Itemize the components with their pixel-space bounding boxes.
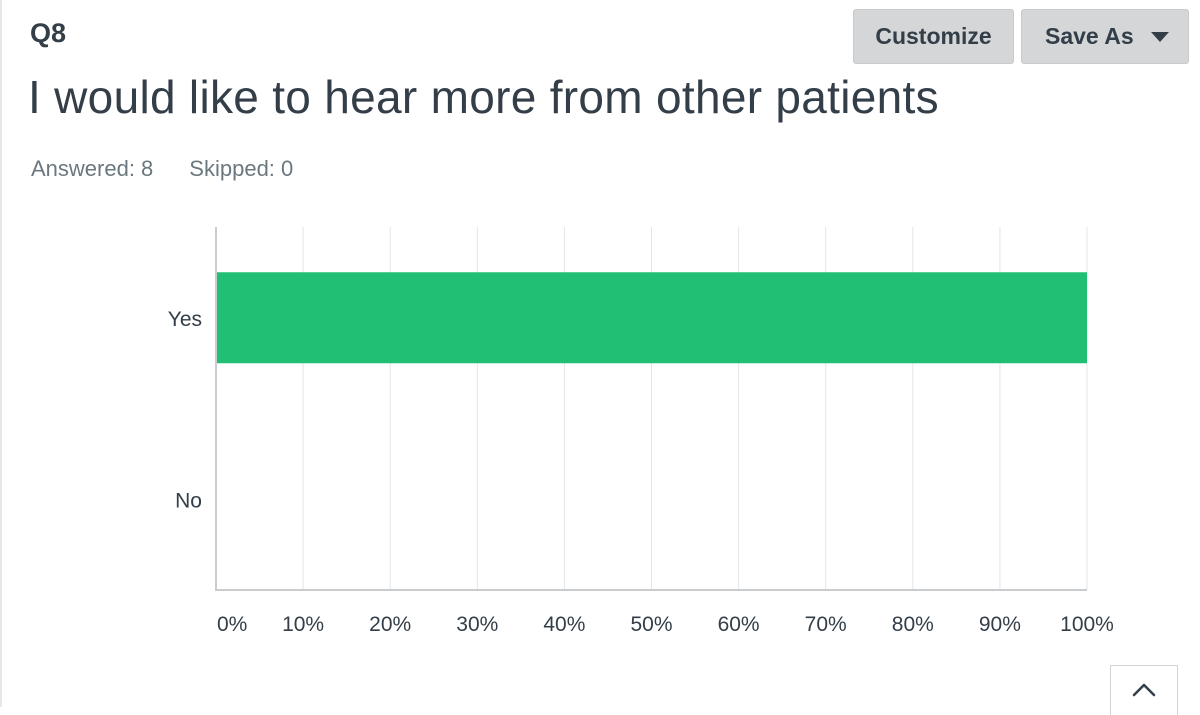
chevron-down-icon <box>1150 31 1169 42</box>
customize-button[interactable]: Customize <box>853 9 1014 64</box>
category-label-yes: Yes <box>168 308 202 331</box>
skipped-count: Skipped: 0 <box>189 156 294 181</box>
x-tick-label-100: 100% <box>1060 613 1114 636</box>
x-tick-label-10: 10% <box>282 613 324 636</box>
x-tick-label-20: 20% <box>369 613 411 636</box>
x-tick-label-0: 0% <box>217 613 247 636</box>
bar-yes <box>216 272 1087 364</box>
x-tick-label-40: 40% <box>543 613 585 636</box>
x-tick-label-50: 50% <box>630 613 672 636</box>
save-as-button-label: Save As <box>1045 23 1134 49</box>
customize-button-label: Customize <box>875 23 992 49</box>
scroll-to-top-button[interactable] <box>1110 665 1178 715</box>
x-tick-label-80: 80% <box>892 613 934 636</box>
x-tick-label-60: 60% <box>718 613 760 636</box>
chevron-up-icon <box>1132 683 1156 696</box>
x-tick-label-70: 70% <box>805 613 847 636</box>
save-as-button[interactable]: Save As <box>1021 9 1189 64</box>
panel-left-border <box>0 0 2 707</box>
x-tick-label-30: 30% <box>456 613 498 636</box>
category-label-no: No <box>175 489 202 512</box>
question-number: Q8 <box>30 18 67 48</box>
question-title: I would like to hear more from other pat… <box>28 71 939 123</box>
x-tick-label-90: 90% <box>979 613 1021 636</box>
response-stats: Answered: 8 Skipped: 0 <box>31 156 293 182</box>
answered-count: Answered: 8 <box>31 156 154 181</box>
